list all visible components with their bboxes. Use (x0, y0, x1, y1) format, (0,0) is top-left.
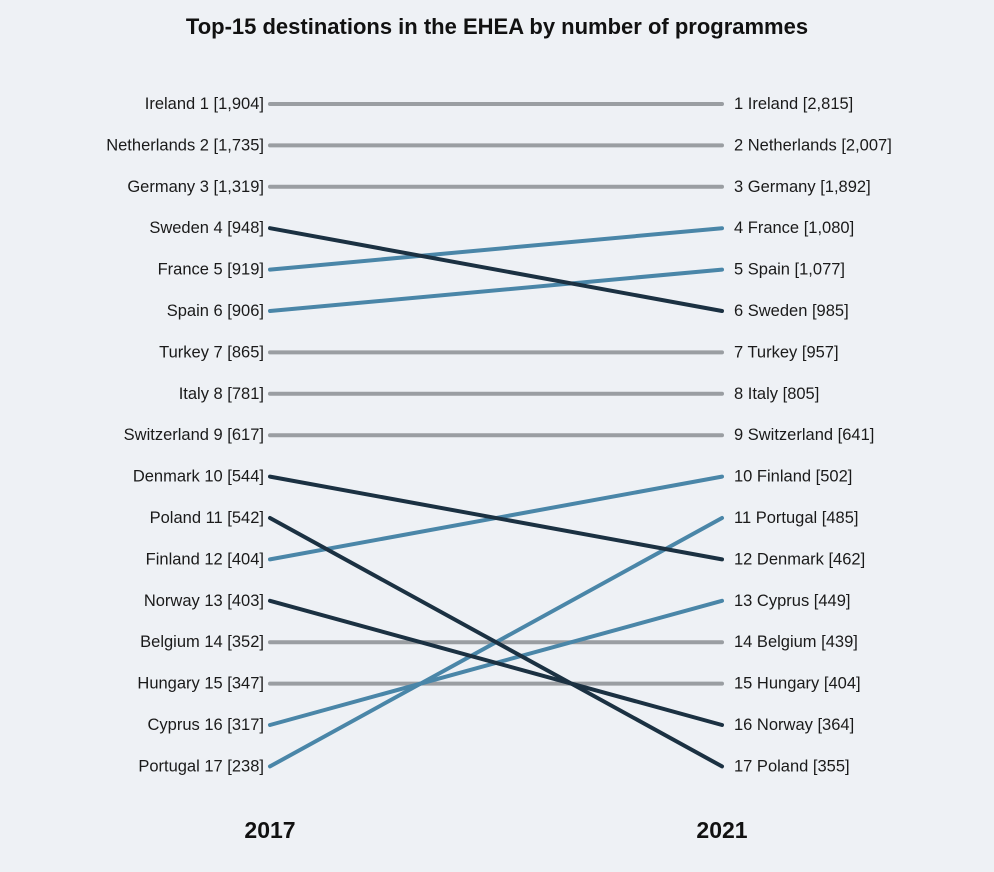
labels-2017: Ireland 1 [1,904] Netherlands 2 [1,735] Ge… (106, 95, 264, 775)
label-2021-germany: 3 Germany [1,892] (734, 178, 871, 196)
series-line-spain (268, 267, 724, 313)
year-label-2017: 2017 (244, 817, 295, 843)
label-2021-spain: 5 Spain [1,077] (734, 261, 845, 279)
label-2017-germany: Germany 3 [1,319] (127, 178, 264, 196)
label-2017-denmark: Denmark 10 [544] (133, 468, 264, 486)
series-line-poland (268, 516, 724, 769)
series-line-norway (268, 598, 724, 727)
label-2017-cyprus: Cyprus 16 [317] (148, 716, 264, 734)
label-2021-hungary: 15 Hungary [404] (734, 675, 861, 693)
label-2021-portugal: 11 Portugal [485] (734, 509, 858, 527)
label-2021-italy: 8 Italy [805] (734, 385, 819, 403)
label-2021-poland: 17 Poland [355] (734, 757, 850, 775)
label-2021-switzerland: 9 Switzerland [641] (734, 426, 874, 444)
label-2021-finland: 10 Finland [502] (734, 468, 852, 486)
slope-lines (268, 102, 724, 769)
label-2021-france: 4 France [1,080] (734, 219, 854, 237)
label-2017-turkey: Turkey 7 [865] (159, 343, 264, 361)
series-line-france (268, 226, 724, 272)
label-2017-finland: Finland 12 [404] (146, 550, 264, 568)
label-2021-ireland: 1 Ireland [2,815] (734, 95, 853, 113)
label-2017-france: France 5 [919] (158, 261, 264, 279)
label-2017-italy: Italy 8 [781] (179, 385, 264, 403)
label-2021-denmark: 12 Denmark [462] (734, 550, 865, 568)
label-2017-hungary: Hungary 15 [347] (137, 675, 264, 693)
label-2017-netherlands: Netherlands 2 [1,735] (106, 136, 264, 154)
label-2021-netherlands: 2 Netherlands [2,007] (734, 136, 892, 154)
label-2021-belgium: 14 Belgium [439] (734, 633, 858, 651)
label-2021-sweden: 6 Sweden [985] (734, 302, 849, 320)
label-2017-belgium: Belgium 14 [352] (140, 633, 264, 651)
label-2017-spain: Spain 6 [906] (167, 302, 264, 320)
year-label-2021: 2021 (696, 817, 747, 843)
label-2017-sweden: Sweden 4 [948] (149, 219, 264, 237)
label-2021-turkey: 7 Turkey [957] (734, 343, 839, 361)
chart-title: Top-15 destinations in the EHEA by numbe… (186, 14, 808, 39)
label-2021-norway: 16 Norway [364] (734, 716, 854, 734)
label-2017-ireland: Ireland 1 [1,904] (145, 95, 264, 113)
label-2021-cyprus: 13 Cyprus [449] (734, 592, 850, 610)
series-line-sweden (268, 226, 724, 313)
label-2017-switzerland: Switzerland 9 [617] (124, 426, 264, 444)
series-line-denmark (268, 474, 724, 562)
label-2017-poland: Poland 11 [542] (150, 509, 264, 527)
labels-2021: 1 Ireland [2,815] 2 Netherlands [2,007] 3 … (734, 95, 892, 775)
label-2017-norway: Norway 13 [403] (144, 592, 264, 610)
label-2017-portugal: Portugal 17 [238] (138, 757, 264, 775)
